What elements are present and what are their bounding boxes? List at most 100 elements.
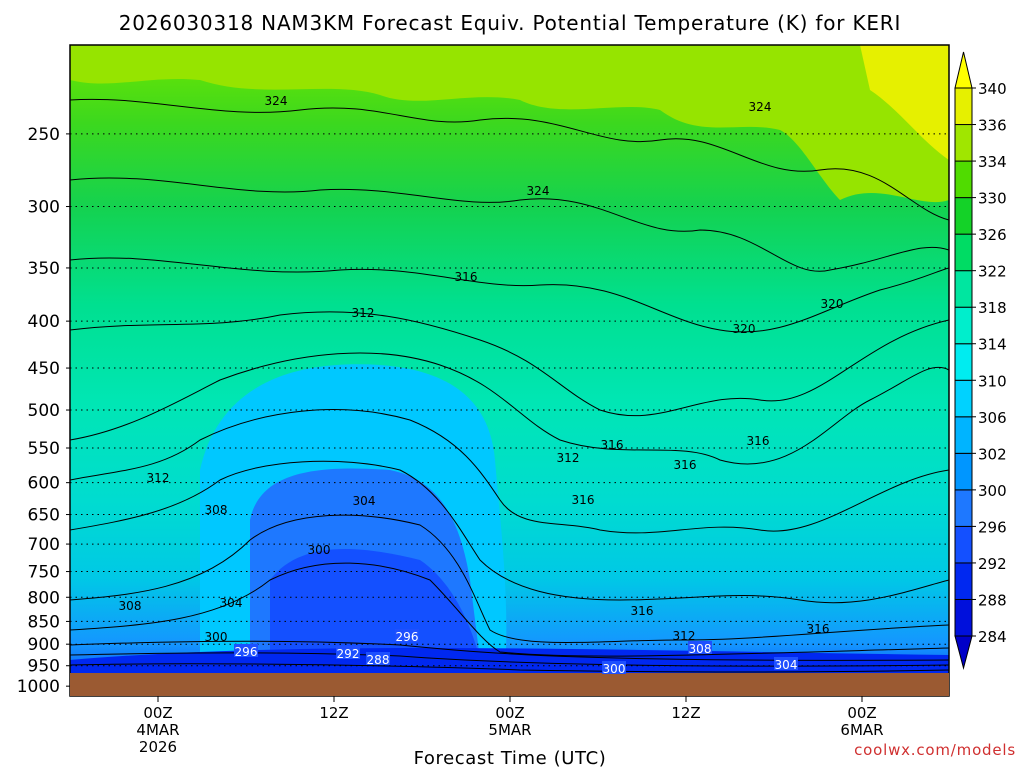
contour-label: 316 bbox=[572, 493, 595, 507]
contour-line bbox=[70, 98, 949, 221]
colorbar-segment bbox=[954, 452, 973, 491]
contour-label: 316 bbox=[674, 458, 697, 472]
contour-label: 296 bbox=[235, 645, 258, 659]
y-axis: 250 300 350 400 450 500 550 600 650 700 750 800 850 9… bbox=[17, 125, 70, 697]
contour-label-bg bbox=[234, 644, 258, 657]
colorbar-segment bbox=[954, 124, 973, 162]
y-tick-label: 800 bbox=[28, 588, 60, 608]
colorbar-segment bbox=[954, 270, 973, 308]
contour-label: 312 bbox=[557, 451, 580, 465]
contour-label-bg bbox=[602, 661, 626, 674]
colorbar-segment bbox=[954, 87, 973, 126]
contour-label: 304 bbox=[220, 596, 243, 610]
y-tick-label: 550 bbox=[28, 439, 60, 459]
contour-label: 292 bbox=[337, 647, 360, 661]
colorbar-label: 326 bbox=[978, 226, 1007, 244]
contour-lines bbox=[70, 98, 949, 673]
x-tick-label: 12Z bbox=[319, 704, 348, 722]
x-tick-label: 12Z bbox=[671, 704, 700, 722]
contour-label: 320 bbox=[733, 322, 756, 336]
colorbar-segment bbox=[954, 489, 973, 527]
contour-line bbox=[70, 562, 949, 657]
contour-label: 324 bbox=[749, 100, 772, 114]
colorbar: 284 288 292 296 300 302 306 310 314 318 322 326 330 3… bbox=[954, 51, 1007, 670]
y-tick-label: 750 bbox=[28, 563, 60, 583]
y-tick-label: 1000 bbox=[17, 677, 60, 697]
contour-label: 312 bbox=[673, 629, 696, 643]
upper-yellow-region bbox=[860, 45, 949, 160]
plot-field bbox=[70, 45, 949, 696]
colorbar-label: 340 bbox=[978, 80, 1007, 98]
colorbar-segment bbox=[954, 343, 973, 381]
contour-label-bg bbox=[336, 646, 360, 659]
contour-label: 296 bbox=[396, 630, 419, 644]
y-tick-label: 900 bbox=[28, 635, 60, 655]
colorbar-label: 318 bbox=[978, 299, 1007, 317]
colorbar-segment bbox=[954, 525, 973, 564]
contour-label: 312 bbox=[352, 306, 375, 320]
contour-label: 300 bbox=[603, 662, 626, 676]
contour-label: 288 bbox=[367, 653, 390, 667]
colorbar-segment bbox=[954, 379, 973, 418]
contour-label: 304 bbox=[353, 494, 376, 508]
contour-label: 316 bbox=[601, 438, 624, 452]
colorbar-label: 330 bbox=[978, 190, 1007, 208]
contour-label: 320 bbox=[821, 297, 844, 311]
colorbar-segment bbox=[954, 306, 973, 345]
contour-label: 316 bbox=[807, 622, 830, 636]
y-tick-label: 450 bbox=[28, 359, 60, 379]
colorbar-segment bbox=[954, 416, 973, 454]
colorbar-segment bbox=[954, 197, 973, 235]
coldest-air-region bbox=[270, 548, 480, 660]
contour-label: 300 bbox=[205, 630, 228, 644]
y-tick-label: 700 bbox=[28, 535, 60, 555]
chart-title: 2026030318 NAM3KM Forecast Equiv. Potent… bbox=[119, 11, 901, 35]
high-theta-e-region bbox=[70, 45, 949, 203]
contour-line bbox=[70, 460, 949, 604]
contour-label: 308 bbox=[205, 503, 228, 517]
colorbar-segment bbox=[954, 562, 973, 600]
contour-line bbox=[70, 409, 949, 534]
contour-label-bg bbox=[366, 652, 390, 665]
colorbar-label: 300 bbox=[978, 482, 1007, 500]
contour-label-bg bbox=[774, 657, 798, 670]
contour-label: 324 bbox=[527, 184, 550, 198]
y-tick-label: 950 bbox=[28, 657, 60, 677]
contour-label: 324 bbox=[265, 94, 288, 108]
y-tick-label: 500 bbox=[28, 401, 60, 421]
colorbar-label: 288 bbox=[978, 591, 1007, 609]
colorbar-label: 334 bbox=[978, 153, 1007, 171]
colorbar-label: 284 bbox=[978, 628, 1007, 646]
contour-label: 308 bbox=[119, 599, 142, 613]
y-tick-label: 250 bbox=[28, 125, 60, 145]
y-tick-label: 400 bbox=[28, 312, 60, 332]
colorbar-label: 302 bbox=[978, 445, 1007, 463]
y-tick-label: 300 bbox=[28, 198, 60, 218]
contour-label: 308 bbox=[689, 642, 712, 656]
x-tick-label: 00Z bbox=[143, 704, 172, 722]
x-tick-label: 2026 bbox=[139, 738, 177, 756]
contour-line bbox=[70, 640, 949, 661]
ground-surface bbox=[70, 673, 949, 696]
x-tick-label: 00Z bbox=[847, 704, 876, 722]
contour-label: 316 bbox=[631, 604, 654, 618]
colorbar-low-arrow bbox=[954, 635, 973, 670]
y-tick-label: 850 bbox=[28, 612, 60, 632]
x-tick-label: 6MAR bbox=[840, 721, 883, 739]
contour-label: 304 bbox=[775, 658, 798, 672]
x-tick-label: 00Z bbox=[495, 704, 524, 722]
contour-line bbox=[70, 663, 949, 673]
colorbar-label: 292 bbox=[978, 555, 1007, 573]
colorbar-segment bbox=[954, 598, 973, 637]
contour-line bbox=[70, 257, 949, 333]
contour-line bbox=[70, 311, 949, 417]
colorbar-high-arrow bbox=[954, 51, 973, 89]
colorbar-label: 322 bbox=[978, 263, 1007, 281]
contour-label: 312 bbox=[147, 471, 170, 485]
y-tick-label: 600 bbox=[28, 474, 60, 494]
contour-label: 316 bbox=[747, 434, 770, 448]
x-axis-label: Forecast Time (UTC) bbox=[414, 748, 607, 768]
